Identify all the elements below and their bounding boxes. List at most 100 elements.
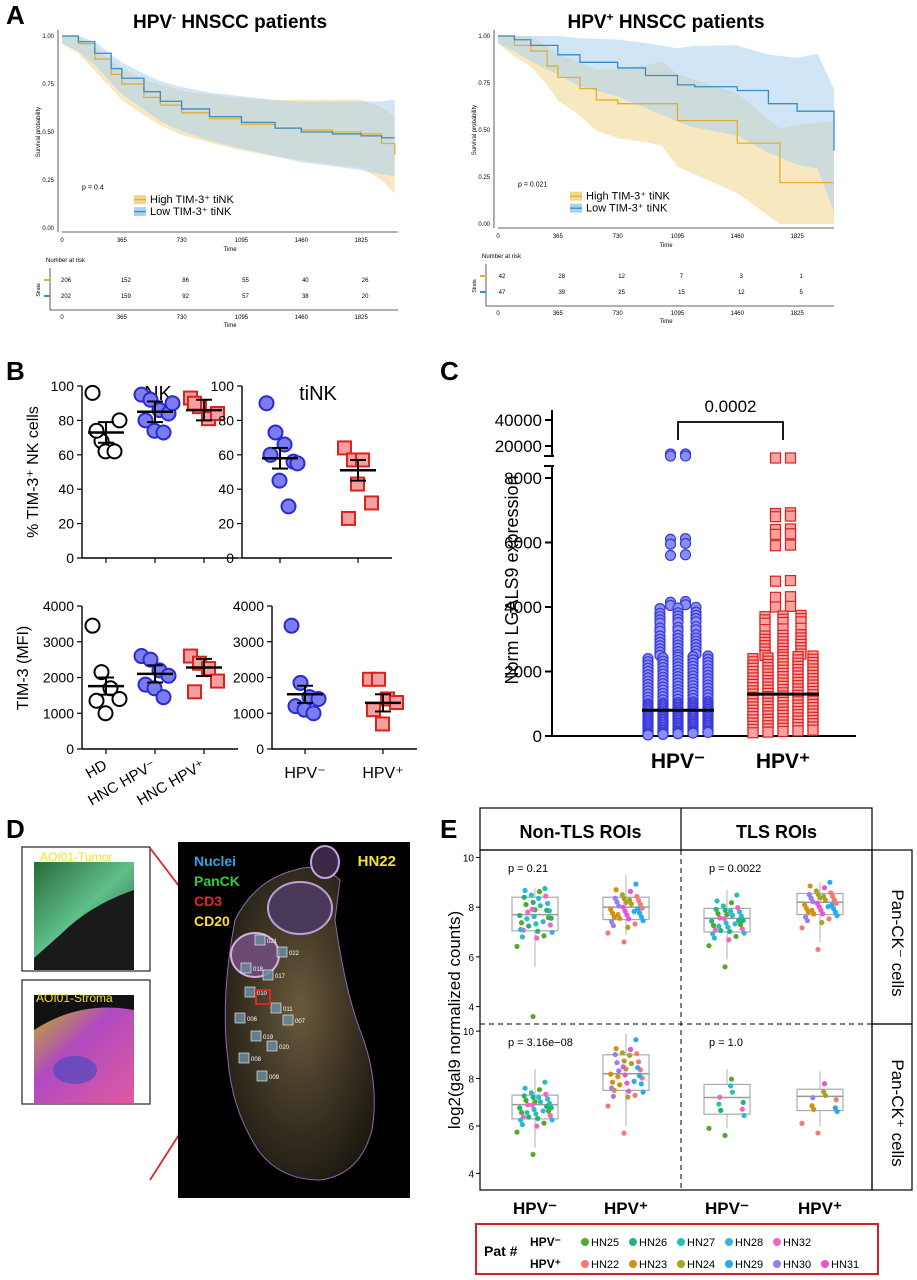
c-point-hpvpos [784, 591, 797, 603]
c-point-hpvpos [747, 727, 759, 739]
e-pvalue: p = 0.21 [508, 863, 548, 875]
e-point [626, 916, 632, 922]
km-x-label: Time [223, 247, 237, 253]
risk-x-tick: 0 [496, 311, 500, 317]
e-point [741, 930, 747, 936]
e-point-outlier [815, 946, 821, 953]
e-point [635, 1065, 641, 1071]
channel-label-nuclei: Nuclei [194, 853, 236, 869]
risk-x-tick: 365 [553, 311, 564, 317]
dot-point [111, 690, 128, 707]
e-point [535, 928, 541, 934]
dot-point [364, 495, 379, 511]
e-point [525, 1102, 531, 1108]
dot-point [84, 384, 101, 401]
e-legend-patient: HN31 [831, 1259, 859, 1271]
e-point [833, 1097, 839, 1103]
km-y-tick: 0.25 [42, 178, 54, 184]
inset-stroma-label: AOI01-Stroma [36, 991, 113, 1005]
e-point [716, 1101, 722, 1107]
e-point [640, 1089, 646, 1095]
km-y-tick: 0.00 [478, 222, 490, 228]
e-point [640, 918, 646, 924]
e-point [545, 1096, 551, 1102]
tissue-follicle-3 [310, 845, 340, 879]
e-point [717, 915, 723, 921]
e-point [624, 912, 630, 918]
e-point [738, 913, 745, 919]
channel-label-panck: PanCK [194, 873, 240, 889]
risk-title: Number at risk [482, 254, 522, 260]
e-point [632, 1092, 638, 1098]
e-point [612, 895, 618, 901]
km-y-label: Survival probability [36, 107, 42, 157]
e-point [609, 910, 616, 916]
e-y-tick-label: 10 [463, 1027, 475, 1038]
e-point-outlier [621, 939, 627, 945]
risk-mark-low [44, 295, 50, 297]
e-point [621, 896, 627, 902]
risk-title: Number at risk [46, 258, 86, 264]
dot-y-tick-label: 80 [218, 412, 234, 428]
panel-label-a: A [6, 0, 25, 30]
c-y-tick-label: 0 [533, 727, 542, 746]
dot-y-tick-label: 4000 [43, 598, 74, 614]
c-point-hpvneg [664, 549, 677, 562]
risk-strata-label: Strata [472, 279, 478, 293]
dot-point [289, 455, 306, 472]
risk-count-high: 40 [302, 278, 309, 284]
c-point-hpvneg [664, 450, 677, 462]
dot-point [283, 617, 300, 634]
c-point-hpvpos [784, 600, 797, 612]
e-point [531, 1106, 537, 1113]
km-curve-high [498, 35, 834, 184]
risk-count-high: 7 [680, 274, 684, 280]
e-point [543, 893, 549, 899]
e-point [612, 1051, 618, 1058]
e-point [535, 1115, 541, 1122]
panel-label-c: C [440, 356, 459, 386]
risk-count-low: 15 [678, 290, 685, 296]
roi-marker [282, 1014, 294, 1026]
dot-y-tick-label: 60 [218, 447, 234, 463]
c-point-hpvpos [784, 510, 797, 522]
e-point [728, 1076, 735, 1082]
e-point [621, 1058, 627, 1064]
km-curve-low [62, 35, 395, 139]
c-point-hpvpos [769, 601, 782, 613]
risk-count-high: 28 [558, 274, 565, 280]
roi-marker [238, 1052, 250, 1064]
e-point [534, 1123, 540, 1129]
risk-count-high: 55 [242, 278, 249, 284]
e-legend-dot [677, 1238, 685, 1246]
e-point [733, 933, 739, 940]
e-legend-dot [725, 1260, 733, 1268]
e-point [632, 921, 638, 927]
c-significance-bracket [677, 421, 784, 440]
roi-marker [244, 986, 256, 998]
risk-x-tick: 1095 [235, 315, 249, 321]
dot-y-tick-label: 20 [218, 516, 234, 532]
e-point [706, 1125, 712, 1131]
e-point [810, 1095, 816, 1101]
dot-y-tick-label: 3000 [43, 634, 74, 650]
e-point-outlier [621, 1130, 627, 1136]
e-point [809, 1103, 815, 1109]
e-point [736, 917, 742, 923]
e-point [540, 1108, 546, 1114]
e-point [545, 900, 551, 907]
roi-marker [256, 1070, 268, 1082]
dot-point [267, 424, 284, 441]
roi-label: 018 [253, 967, 264, 973]
c-point-hpvneg [679, 450, 692, 462]
e-point [609, 919, 615, 925]
km-y-tick: 1.00 [42, 34, 54, 40]
inset-tumor-tissue [34, 862, 134, 958]
e-point [739, 1106, 745, 1112]
e-point [518, 926, 524, 933]
roi-label: 007 [295, 1019, 306, 1025]
e-y-tick-label: 6 [468, 1122, 474, 1133]
risk-x-tick: 0 [60, 315, 64, 321]
